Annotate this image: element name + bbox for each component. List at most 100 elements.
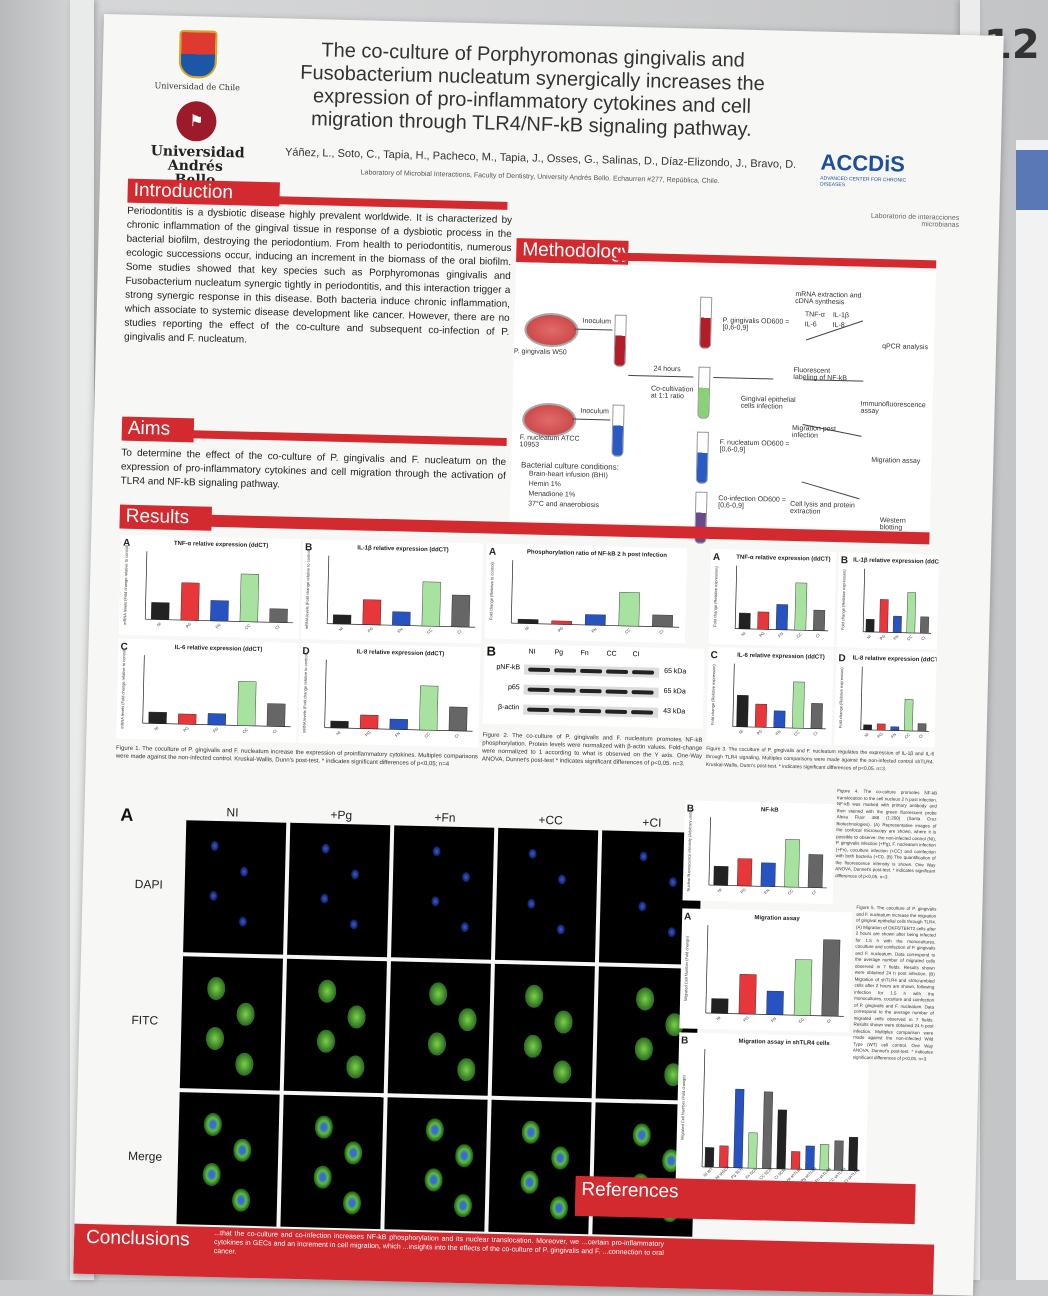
chart-ylabel: Fold change (Relative expression) bbox=[838, 667, 844, 728]
cell-blob bbox=[552, 1060, 572, 1085]
cell-blob bbox=[342, 1191, 362, 1216]
y-axis bbox=[734, 565, 738, 629]
chart-fig2a: Phosphorylation ratio of NF-kB 2 h post … bbox=[484, 543, 688, 644]
microscopy-column-label: NI bbox=[226, 805, 239, 820]
tick-label: NI WT bbox=[702, 1166, 714, 1178]
cell-blob bbox=[235, 1052, 254, 1077]
western-band-lane bbox=[631, 710, 654, 715]
cell-blob bbox=[524, 984, 544, 1009]
bar bbox=[719, 1145, 729, 1168]
bar bbox=[652, 614, 673, 628]
western-row-label: β-actin bbox=[497, 703, 520, 712]
western-band bbox=[523, 684, 659, 698]
introduction-heading: Introduction bbox=[127, 178, 280, 207]
fig5-caption: Figure 5. The coculture of P. gingivalis… bbox=[852, 904, 937, 1061]
chart-panel-letter: B bbox=[687, 803, 695, 814]
petri-dish-pg-icon bbox=[524, 312, 579, 348]
bar bbox=[760, 862, 776, 887]
tube-fn-icon bbox=[611, 404, 625, 457]
tick-label: CI bbox=[814, 632, 820, 638]
method-label: Inoculum bbox=[580, 407, 609, 416]
method-label: Cell lysis and protein extraction bbox=[789, 500, 855, 516]
bar bbox=[738, 974, 757, 1015]
western-band-lane bbox=[605, 689, 628, 694]
tick-label: CC bbox=[797, 1016, 805, 1024]
bar bbox=[766, 990, 784, 1016]
bar bbox=[819, 1144, 830, 1171]
y-axis bbox=[862, 568, 866, 632]
western-columns: NI Pg Fn CC CI bbox=[485, 643, 705, 659]
western-band bbox=[523, 704, 659, 718]
cell-blob bbox=[549, 1196, 569, 1221]
method-label: Co-cultivation at 1:1 ratio bbox=[650, 385, 694, 401]
y-axis bbox=[142, 655, 145, 724]
cell-blob bbox=[528, 848, 537, 860]
western-band-lane bbox=[631, 690, 654, 695]
cell-blob bbox=[635, 987, 655, 1012]
tick-label: PG bbox=[876, 731, 884, 739]
tick-label: CI bbox=[918, 733, 924, 739]
cell-blob bbox=[521, 1120, 541, 1145]
bar bbox=[863, 724, 872, 731]
cell-blob bbox=[236, 1002, 255, 1027]
cell-blob bbox=[638, 901, 647, 912]
tick-label: CI bbox=[920, 635, 926, 641]
introduction-band bbox=[267, 196, 508, 210]
bar bbox=[389, 718, 408, 730]
cell-blob bbox=[427, 1032, 447, 1057]
methodology-heading: Methodology bbox=[516, 238, 631, 265]
microscopy-image bbox=[384, 1097, 488, 1232]
y-axis bbox=[705, 925, 709, 1014]
tick-label: FN bbox=[590, 626, 597, 633]
bar bbox=[733, 1088, 745, 1169]
conclusions-heading: Conclusions bbox=[79, 1225, 223, 1254]
bar bbox=[754, 703, 768, 728]
cell-blob bbox=[428, 982, 448, 1007]
western-band-lane bbox=[606, 669, 629, 675]
condition-item: Hemin 1% bbox=[528, 480, 562, 489]
y-axis bbox=[326, 555, 330, 624]
microscopy-column-label: +Fn bbox=[434, 810, 456, 825]
cell-blob bbox=[343, 1141, 363, 1166]
western-column-label: CC bbox=[606, 650, 617, 658]
tick-label: CI bbox=[456, 629, 462, 635]
cell-blob bbox=[313, 1165, 332, 1190]
tick-label: CI bbox=[658, 629, 664, 635]
tick-label: CC bbox=[244, 623, 252, 631]
method-label: Fluorescent labeling of NF-kB bbox=[793, 366, 848, 383]
tick-label: FN bbox=[763, 888, 770, 895]
bar bbox=[711, 998, 729, 1014]
chart-title: TNF-α relative expression (ddCT) bbox=[736, 555, 830, 563]
chart-title: TNF-α relative expression (ddCT) bbox=[174, 541, 268, 549]
poster: Universidad de Chile ⚑ Universidad André… bbox=[73, 14, 1004, 1296]
cell-blob bbox=[231, 1188, 251, 1213]
method-label: Co-infection OD600 = [0,6-0,9] bbox=[718, 495, 786, 510]
cell-blob bbox=[317, 979, 337, 1004]
western-row-label: p65 bbox=[507, 684, 520, 692]
western-band-lane bbox=[554, 668, 577, 673]
cell-blob bbox=[346, 1055, 365, 1080]
bar bbox=[392, 611, 411, 626]
bar bbox=[807, 854, 824, 889]
chart-panel-letter: B bbox=[305, 542, 313, 553]
chart-panel-letter: C bbox=[710, 650, 718, 661]
western-band-lane bbox=[579, 708, 602, 714]
bar bbox=[239, 573, 260, 623]
bar bbox=[362, 599, 382, 626]
bar bbox=[150, 602, 170, 620]
bar bbox=[821, 939, 841, 1017]
bar bbox=[892, 615, 902, 633]
bar bbox=[805, 1145, 815, 1170]
chart-ylabel: mRNA levels (Fold change relative to con… bbox=[301, 652, 308, 733]
western-band-lane bbox=[553, 688, 576, 693]
y-axis bbox=[708, 817, 711, 886]
y-axis bbox=[324, 659, 327, 728]
chart-ylabel: mRNA levels (Fold change relative to con… bbox=[120, 648, 127, 729]
bar bbox=[738, 612, 751, 630]
chart-svg: IL-8 relative expression (ddCT) D Fold cha… bbox=[838, 653, 937, 739]
bar bbox=[713, 865, 729, 886]
results-heading: Results bbox=[119, 504, 212, 531]
chart-ylabel: mRNA levels (Fold change relative to con… bbox=[122, 544, 129, 625]
tick-label: FN bbox=[770, 1016, 777, 1023]
